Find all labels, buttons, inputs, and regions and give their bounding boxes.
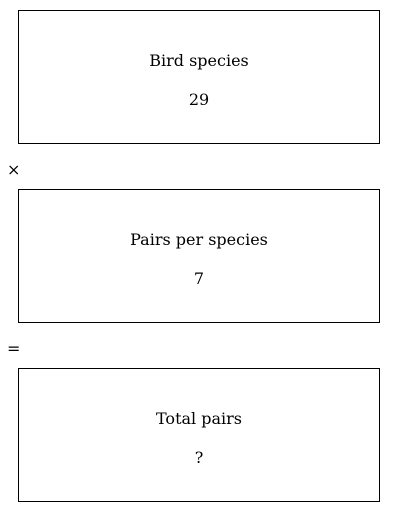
multiply-operator: ×: [7, 160, 21, 179]
bird-species-box: Bird species 29: [18, 10, 380, 144]
bird-species-value: 29: [188, 90, 210, 109]
bird-species-label: Bird species: [149, 51, 249, 70]
pairs-per-species-value: 7: [193, 269, 205, 288]
pairs-per-species-box: Pairs per species 7: [18, 189, 380, 323]
equals-operator: =: [7, 339, 21, 358]
total-pairs-value: ?: [194, 448, 204, 467]
pairs-per-species-label: Pairs per species: [130, 230, 268, 249]
total-pairs-box: Total pairs ?: [18, 368, 380, 502]
total-pairs-label: Total pairs: [156, 409, 242, 428]
